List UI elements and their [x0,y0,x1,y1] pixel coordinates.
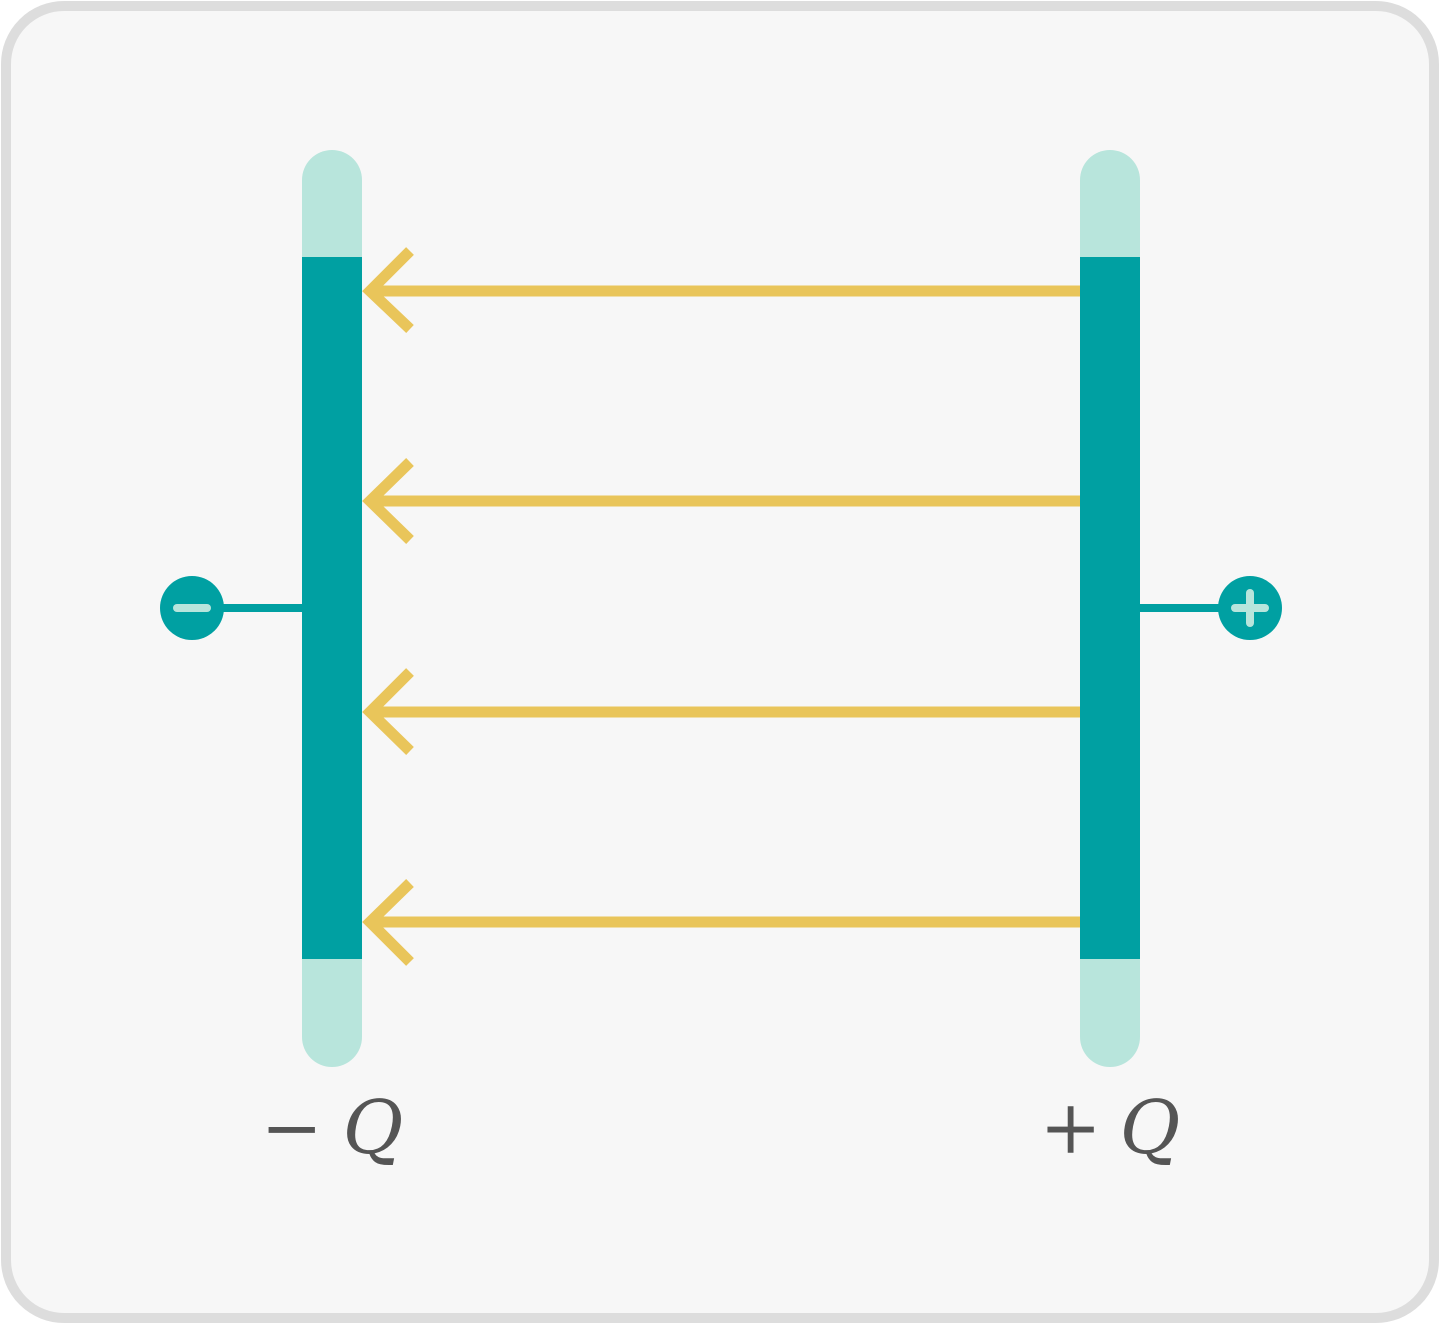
field-arrow-head [362,247,414,333]
left-charge-label: − Q [261,1085,404,1171]
field-arrow-head [362,668,414,755]
right-plate-body [1080,257,1140,959]
right-charge-variable: Q [1120,1085,1181,1171]
plus-icon [1231,589,1269,627]
field-lines [362,247,1082,966]
field-arrow [362,668,1082,755]
negative-terminal [160,576,303,640]
positive-terminal [1139,576,1282,640]
right-charge-sign: + [1040,1085,1102,1171]
left-charge-variable: Q [343,1085,404,1171]
field-arrow-head [362,458,414,544]
right-charge-label: + Q [1040,1085,1181,1171]
field-arrow [362,458,1082,544]
left-plate-body [302,257,362,959]
field-arrow-head [362,879,414,966]
left-plate [302,150,362,1067]
field-arrow [362,247,1082,333]
right-plate [1080,150,1140,1067]
field-arrow [362,879,1082,966]
left-charge-sign: − [261,1085,323,1171]
